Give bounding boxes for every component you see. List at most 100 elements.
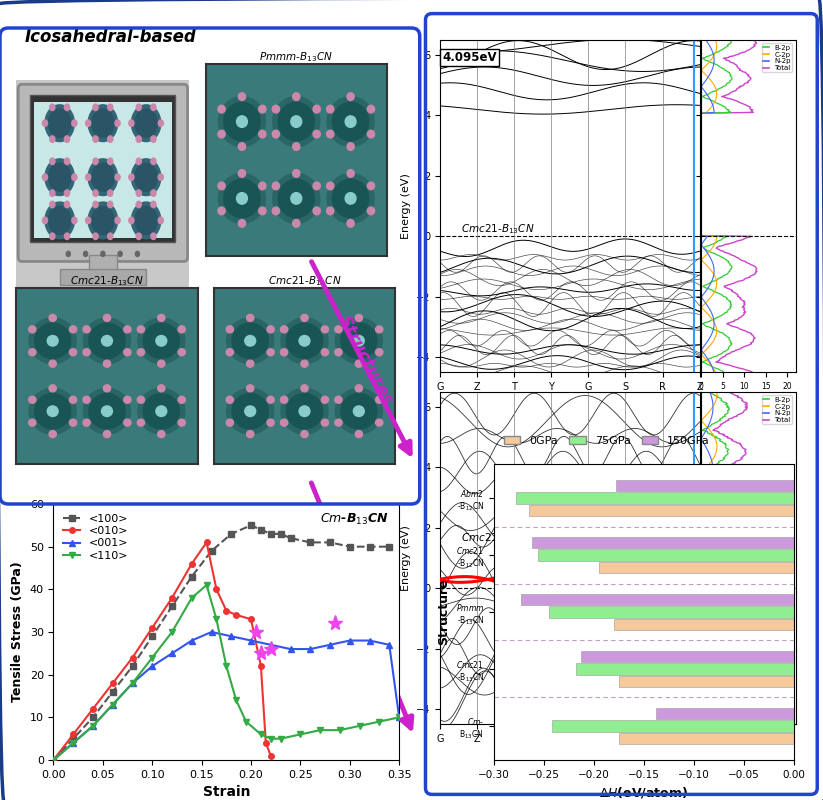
- Bar: [538, 550, 794, 561]
- <001>: [147, 662, 157, 671]
- X-axis label: $\Delta H$(eV/atom): $\Delta H$(eV/atom): [599, 786, 689, 800]
- Circle shape: [356, 314, 362, 322]
- Circle shape: [151, 233, 156, 239]
- Circle shape: [226, 396, 234, 403]
- Circle shape: [132, 202, 160, 238]
- <110>: [88, 721, 98, 730]
- Text: 4.095eV: 4.095eV: [442, 51, 497, 64]
- Circle shape: [258, 182, 266, 190]
- <001>: [108, 700, 118, 710]
- Circle shape: [286, 394, 323, 429]
- Circle shape: [104, 430, 110, 438]
- Circle shape: [83, 419, 91, 426]
- <001>: [305, 644, 315, 654]
- Circle shape: [335, 388, 383, 434]
- Circle shape: [123, 326, 131, 333]
- <010>: [49, 755, 58, 765]
- Circle shape: [137, 419, 145, 426]
- Circle shape: [341, 323, 377, 358]
- Circle shape: [367, 207, 374, 214]
- Circle shape: [86, 120, 91, 126]
- Circle shape: [347, 219, 354, 227]
- Circle shape: [118, 251, 123, 257]
- Circle shape: [123, 419, 131, 426]
- Circle shape: [299, 335, 310, 346]
- Circle shape: [64, 158, 70, 165]
- <001>: [384, 640, 394, 650]
- Circle shape: [104, 385, 110, 392]
- Circle shape: [151, 190, 156, 196]
- Circle shape: [335, 318, 383, 364]
- <100>: [187, 572, 197, 582]
- Circle shape: [301, 430, 308, 438]
- Circle shape: [286, 323, 323, 358]
- Legend: B-2p, C-2p, N-2p, Total: B-2p, C-2p, N-2p, Total: [762, 395, 793, 424]
- Circle shape: [91, 206, 114, 234]
- Circle shape: [151, 202, 156, 208]
- Circle shape: [128, 217, 134, 224]
- Circle shape: [83, 326, 91, 333]
- <110>: [202, 580, 212, 590]
- Circle shape: [137, 326, 145, 333]
- Circle shape: [91, 163, 114, 191]
- Circle shape: [83, 318, 131, 364]
- <010>: [231, 610, 241, 620]
- Circle shape: [375, 326, 383, 333]
- Circle shape: [278, 102, 314, 141]
- Y-axis label: Structure: Structure: [437, 578, 450, 646]
- <001>: [266, 640, 276, 650]
- Circle shape: [239, 170, 245, 178]
- <110>: [266, 734, 276, 743]
- Circle shape: [49, 385, 56, 392]
- <100>: [49, 755, 58, 765]
- Circle shape: [158, 120, 163, 126]
- Circle shape: [143, 323, 179, 358]
- <110>: [335, 726, 345, 735]
- Circle shape: [226, 419, 234, 426]
- <001>: [226, 631, 236, 641]
- Circle shape: [49, 430, 56, 438]
- Circle shape: [313, 106, 320, 113]
- <010>: [202, 538, 212, 547]
- Circle shape: [143, 394, 179, 429]
- Circle shape: [247, 430, 253, 438]
- <010>: [187, 559, 197, 569]
- Circle shape: [272, 130, 280, 138]
- <001>: [345, 636, 355, 646]
- Circle shape: [232, 394, 268, 429]
- Circle shape: [239, 219, 245, 227]
- <100>: [108, 687, 118, 697]
- Circle shape: [158, 385, 165, 392]
- Circle shape: [45, 202, 74, 238]
- Circle shape: [93, 104, 98, 110]
- <110>: [128, 678, 137, 688]
- <001>: [49, 755, 58, 765]
- Circle shape: [301, 385, 308, 392]
- Circle shape: [272, 182, 280, 190]
- Circle shape: [132, 159, 160, 195]
- Circle shape: [64, 202, 70, 208]
- Circle shape: [156, 335, 167, 346]
- Circle shape: [224, 179, 260, 218]
- <110>: [295, 730, 305, 739]
- Line: <010>: <010>: [51, 540, 273, 762]
- Circle shape: [272, 207, 280, 214]
- <010>: [108, 678, 118, 688]
- Circle shape: [42, 217, 48, 224]
- Circle shape: [301, 360, 308, 367]
- Circle shape: [218, 174, 266, 223]
- <100>: [207, 546, 216, 556]
- Y-axis label: Energy (eV): Energy (eV): [401, 173, 411, 239]
- Circle shape: [42, 120, 48, 126]
- Circle shape: [49, 163, 71, 191]
- Circle shape: [151, 158, 156, 165]
- Circle shape: [272, 174, 320, 223]
- Circle shape: [49, 202, 55, 208]
- Y-axis label: Energy (eV): Energy (eV): [401, 525, 411, 591]
- Circle shape: [367, 182, 374, 190]
- Circle shape: [135, 163, 157, 191]
- Circle shape: [88, 202, 118, 238]
- <010>: [261, 738, 271, 748]
- Circle shape: [29, 388, 77, 434]
- Circle shape: [375, 349, 383, 356]
